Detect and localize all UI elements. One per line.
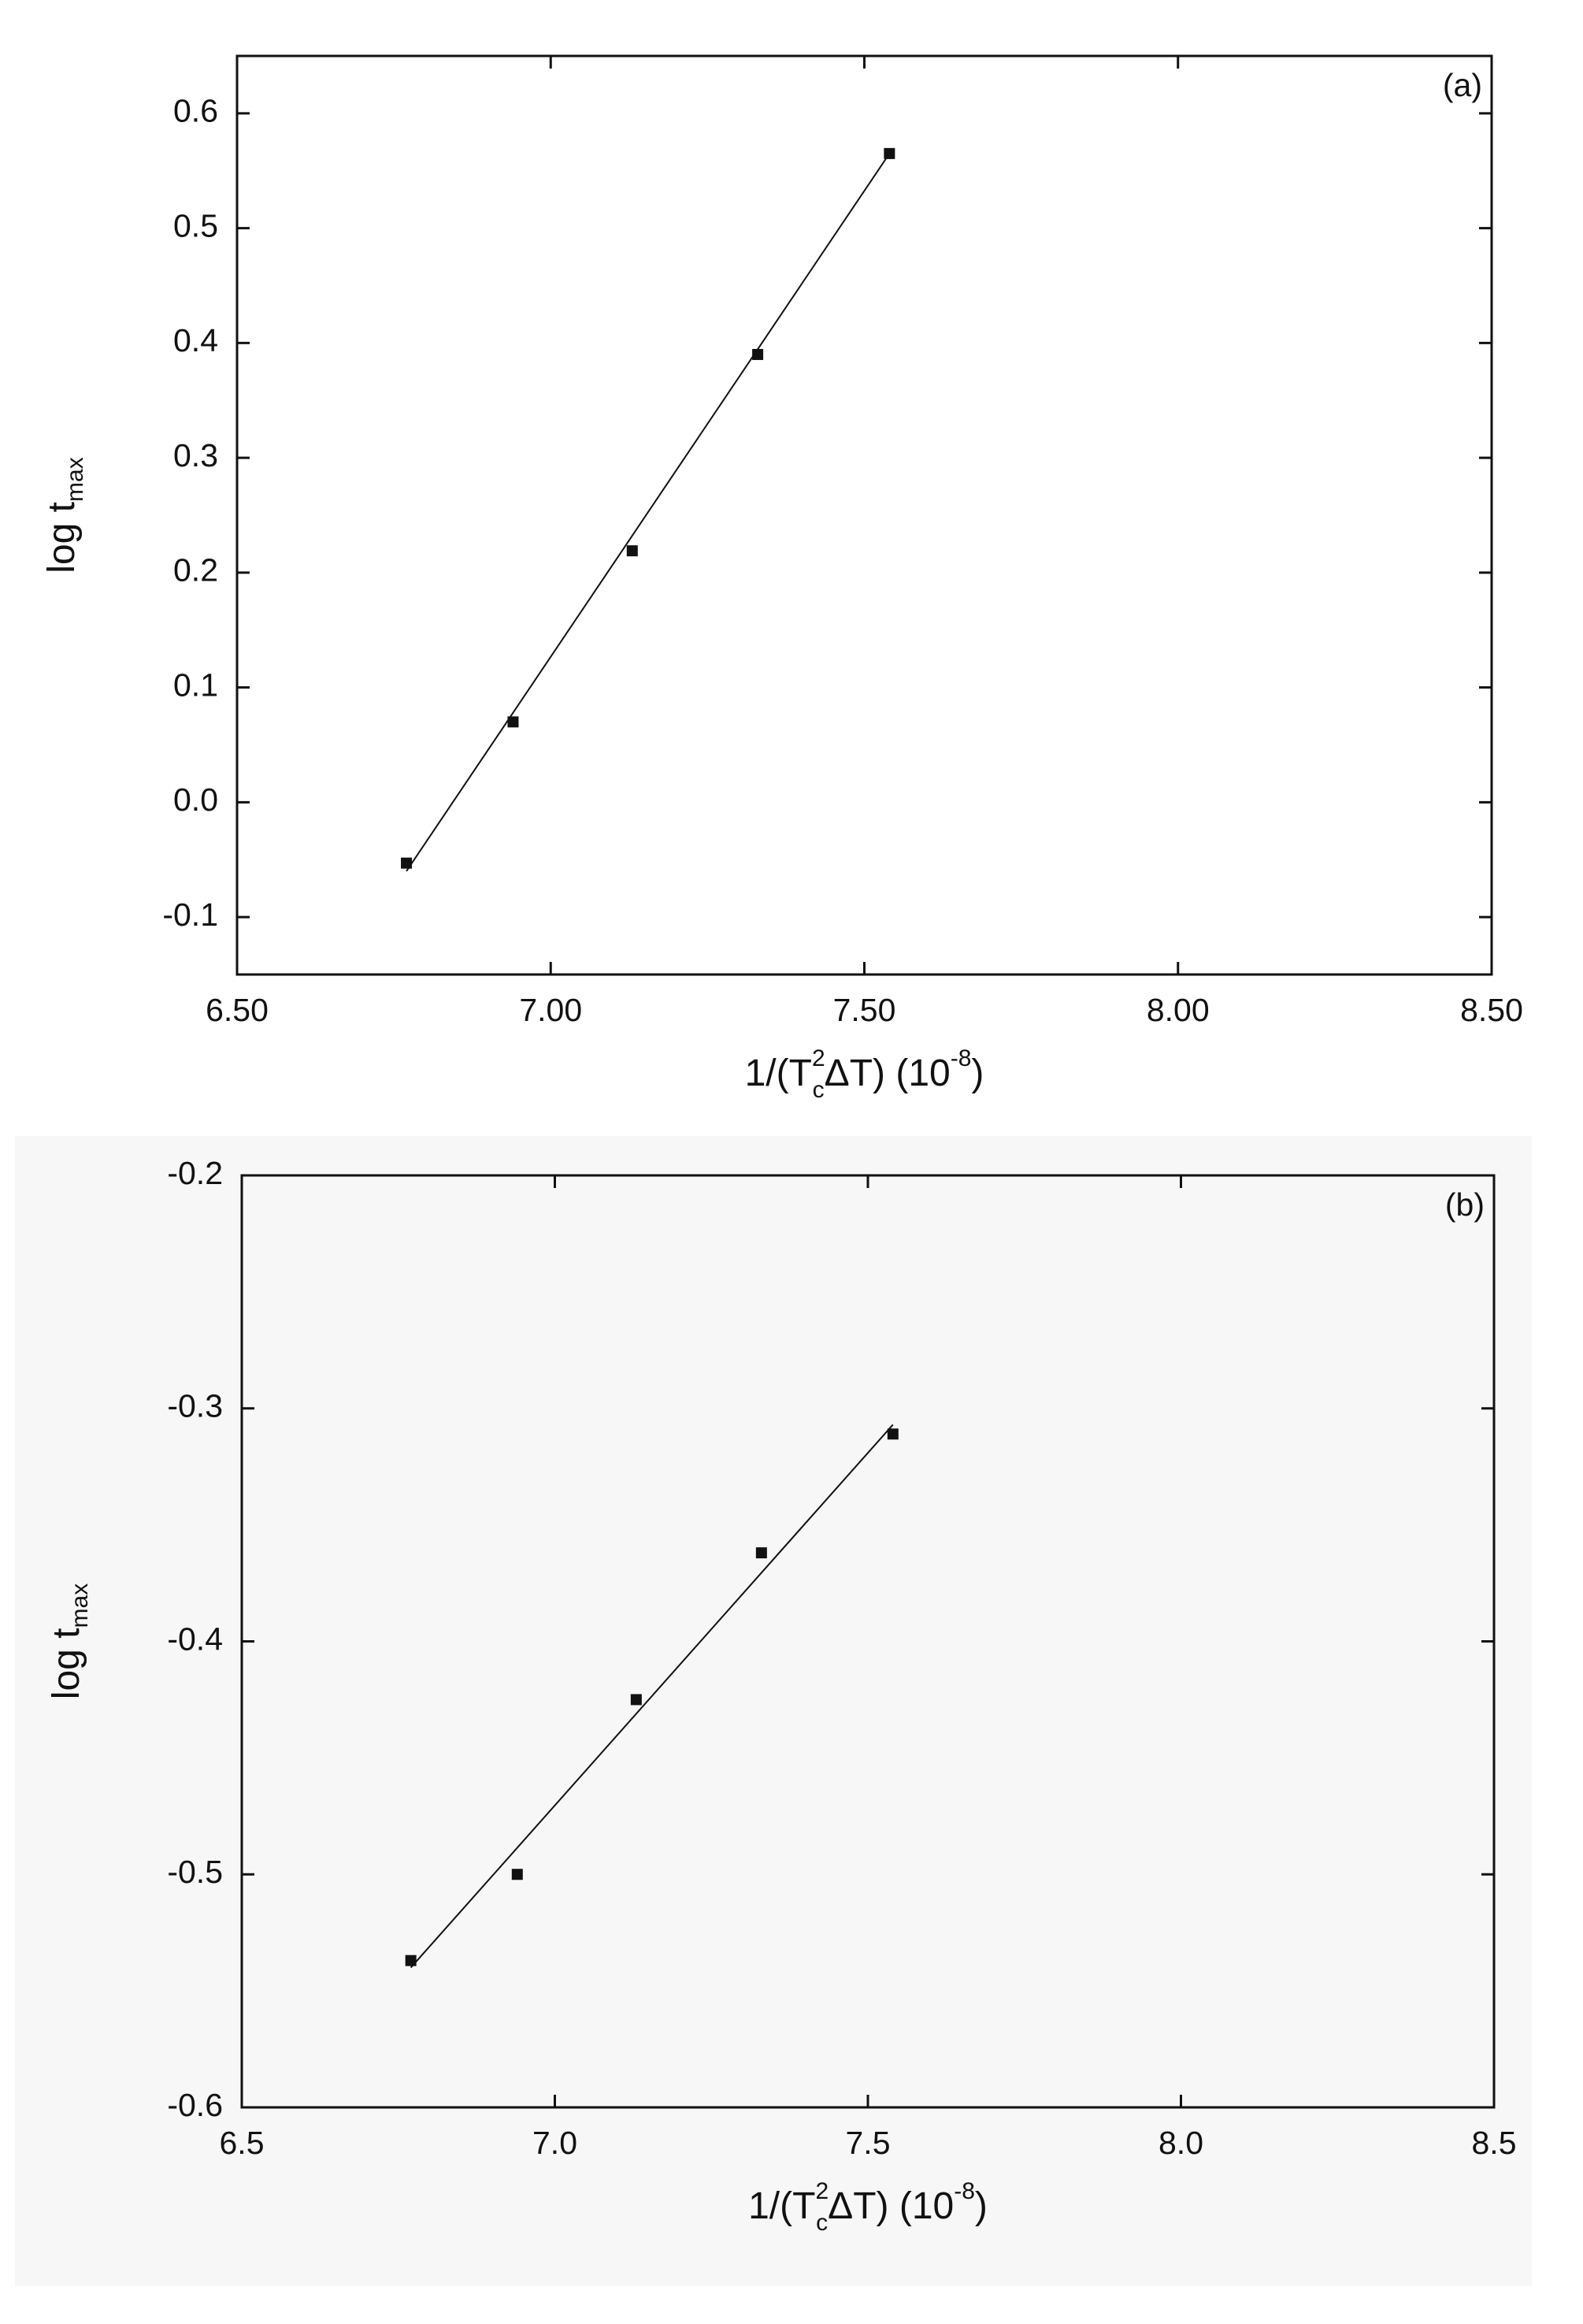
- x-tick-label: 7.00: [519, 992, 582, 1028]
- data-point: [884, 147, 895, 159]
- x-tick-label: 7.0: [532, 2125, 577, 2161]
- x-axis-label-part: ): [971, 1052, 984, 1094]
- y-axis-label-main: log t: [41, 502, 83, 574]
- x-axis-label-part: c: [813, 1077, 825, 1103]
- y-tick-label: -0.6: [167, 2087, 223, 2123]
- y-tick-label: 0.1: [173, 666, 218, 703]
- x-axis-label-part: 2: [815, 2178, 829, 2204]
- y-tick-label: 0.2: [173, 552, 218, 588]
- x-axis-label-part: c: [816, 2210, 828, 2236]
- x-tick-label: 8.50: [1460, 992, 1523, 1028]
- y-tick-label: -0.3: [167, 1388, 223, 1424]
- y-tick-label: 0.0: [173, 781, 218, 818]
- y-tick-label: -0.5: [167, 1854, 223, 1890]
- x-axis-label-part: ΔT) (10: [825, 1052, 951, 1094]
- x-axis-label-part: ): [975, 2185, 988, 2227]
- y-tick-label: 0.3: [173, 437, 218, 473]
- fit-line: [406, 153, 891, 872]
- x-axis-label-part: 1/(T: [748, 2185, 815, 2227]
- x-axis-label-part: ΔT) (10: [828, 2185, 954, 2227]
- plot-frame: [235, 54, 1493, 976]
- y-tick-label: 0.6: [173, 93, 218, 129]
- y-axis-label-sub: max: [67, 1583, 93, 1628]
- x-tick-label: 8.00: [1147, 992, 1210, 1028]
- data-point: [626, 545, 638, 557]
- x-axis-label: 1/(T2 cΔT) (10-8): [745, 1045, 984, 1103]
- panel-label: (a): [1443, 67, 1482, 103]
- x-axis-label-part: -8: [954, 2178, 975, 2204]
- x-tick-label: 8.5: [1472, 2125, 1517, 2161]
- y-tick-label: -0.1: [162, 897, 218, 933]
- y-tick-label: -0.4: [167, 1620, 223, 1657]
- y-axis-label-sub: max: [62, 457, 88, 502]
- data-point: [507, 716, 519, 728]
- data-point: [887, 1428, 899, 1440]
- y-tick-label: 0.5: [173, 207, 218, 243]
- data-point: [405, 1955, 417, 1966]
- x-tick-label: 8.0: [1159, 2125, 1203, 2161]
- x-axis-label: 1/(T2 cΔT) (10-8): [748, 2178, 988, 2236]
- fit-line: [410, 1424, 894, 1969]
- x-tick-label: 6.50: [206, 992, 269, 1028]
- y-tick-label: -0.2: [167, 1155, 223, 1191]
- data-point: [401, 857, 413, 869]
- y-axis-label: log tmax: [41, 457, 88, 573]
- y-axis-label: log tmax: [46, 1583, 93, 1699]
- y-axis-label-main: log t: [46, 1628, 87, 1699]
- x-axis-label-part: -8: [951, 1045, 972, 1071]
- panel-background: [15, 1136, 1532, 2286]
- y-tick-label: 0.4: [173, 322, 218, 358]
- data-point: [755, 1547, 767, 1559]
- panel-label: (b): [1445, 1186, 1485, 1223]
- data-point: [752, 348, 764, 360]
- x-axis-label-part: 2: [812, 1045, 825, 1071]
- x-tick-label: 6.5: [220, 2125, 265, 2161]
- data-point: [630, 1694, 642, 1706]
- data-point: [511, 1869, 523, 1880]
- x-axis-label-part: 1/(T: [745, 1052, 812, 1094]
- x-tick-label: 7.50: [833, 992, 896, 1028]
- x-tick-label: 7.5: [846, 2125, 891, 2161]
